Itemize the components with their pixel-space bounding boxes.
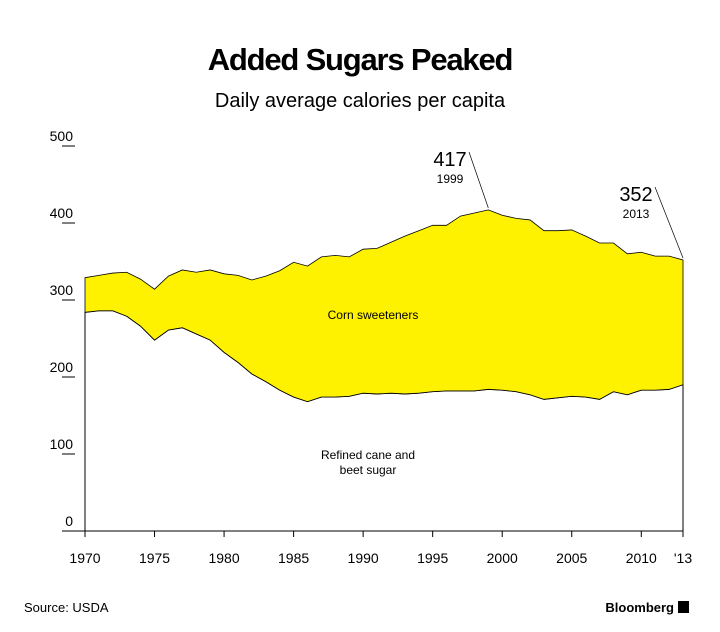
x-tick-label: '13 (674, 550, 692, 566)
annotation-value: 352 (619, 184, 652, 206)
x-tick-label: 1985 (278, 550, 309, 566)
annotation-value: 417 (433, 149, 466, 171)
x-tick-label: 1995 (417, 550, 448, 566)
area-corn-sweeteners (84, 209, 684, 403)
x-tick-label: 1980 (208, 550, 239, 566)
y-tick-label: 400 (50, 205, 74, 221)
y-tick-label: 0 (65, 513, 73, 529)
annotation-year: 1999 (437, 172, 464, 186)
y-tick-label: 300 (50, 282, 74, 298)
x-tick-label: 2010 (626, 550, 657, 566)
y-tick-label: 200 (50, 359, 74, 375)
x-tick-label: 2005 (556, 550, 587, 566)
series-label: Refined cane and beet sugar (320, 448, 416, 477)
chart-title: Added Sugars Peaked (208, 42, 513, 77)
annotation-leader (468, 151, 489, 209)
annotation-leader (654, 186, 684, 259)
x-tick-label: 1970 (69, 550, 100, 566)
x-tick-label: 2000 (487, 550, 518, 566)
y-tick-label: 500 (50, 128, 74, 144)
y-tick-label: 100 (50, 436, 74, 452)
series-label: Corn sweeteners (327, 308, 419, 322)
x-tick-label: 1975 (139, 550, 170, 566)
chart-subtitle: Daily average calories per capita (215, 90, 506, 112)
x-tick-label: 1990 (348, 550, 379, 566)
annotation-year: 2013 (623, 207, 650, 221)
brand-logo (678, 601, 689, 613)
brand: Bloomberg (605, 600, 674, 615)
source: Source: USDA (24, 600, 109, 615)
